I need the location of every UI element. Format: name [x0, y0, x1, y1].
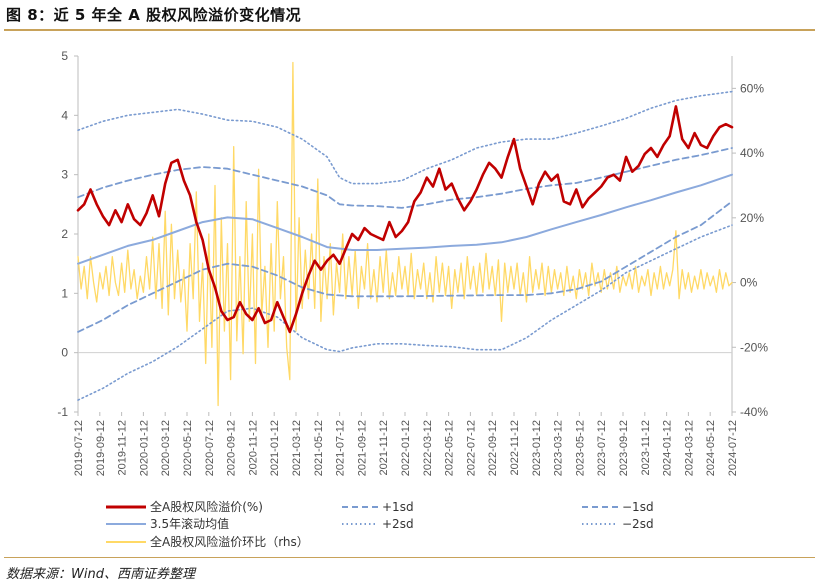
x-tick-label: 2020-09-12: [226, 420, 238, 476]
x-tick-label: 2022-01-12: [400, 420, 412, 476]
legend-label-plus2sd: +2sd: [382, 517, 414, 531]
x-tick-label: 2021-11-12: [378, 420, 390, 475]
legend-label-mom: 全A股权风险溢价环比（rhs）: [150, 534, 309, 549]
x-tick-label: 2020-11-12: [247, 420, 259, 475]
x-tick-label: 2024-05-12: [705, 420, 717, 476]
right-tick-label: -40%: [740, 405, 768, 419]
x-tick-label: 2024-07-12: [727, 420, 739, 476]
x-tick-label: 2023-03-12: [553, 420, 565, 476]
legend-label-erp: 全A股权风险溢价(%): [150, 499, 263, 514]
x-tick-label: 2019-07-12: [73, 420, 85, 476]
series-plus2sd: [77, 90, 733, 185]
x-tick-label: 2023-01-12: [531, 420, 543, 476]
chart-title: 图 8：近 5 年全 A 股权风险溢价变化情况: [6, 6, 302, 24]
x-tick-label: 2020-03-12: [160, 420, 172, 476]
x-tick-label: 2024-03-12: [683, 420, 695, 476]
x-tick-label: 2021-05-12: [313, 420, 325, 476]
series-erp: [76, 105, 734, 334]
x-tick-label: 2023-11-12: [640, 420, 652, 475]
series-mom: [77, 61, 733, 407]
legend-label-minus1sd: −1sd: [622, 500, 654, 514]
series-minus2sd: [77, 224, 733, 401]
left-tick-label: 0: [61, 346, 68, 360]
x-tick-label: 2022-11-12: [509, 420, 521, 475]
x-tick-label: 2021-09-12: [356, 420, 368, 476]
x-tick-label: 2023-09-12: [618, 420, 630, 476]
right-tick-label: 20%: [740, 211, 764, 225]
legend-label-mean: 3.5年滚动均值: [150, 516, 229, 531]
x-tick-label: 2019-09-12: [95, 420, 107, 476]
x-tick-label: 2020-05-12: [182, 420, 194, 476]
x-tick-label: 2020-01-12: [138, 420, 150, 476]
x-tick-label: 2023-05-12: [574, 420, 586, 476]
right-tick-label: 0%: [740, 276, 758, 290]
x-tick-label: 2019-11-12: [117, 420, 129, 475]
source-note: 数据来源：Wind、西南证券整理: [6, 567, 195, 582]
x-tick-label: 2021-03-12: [291, 420, 303, 476]
legend: 全A股权风险溢价(%) +1sd −1sd 3.5年滚动均值 +2sd −2sd…: [106, 499, 654, 549]
legend-label-minus2sd: −2sd: [622, 517, 654, 531]
right-tick-label: -20%: [740, 340, 768, 354]
x-tick-label: 2023-07-12: [596, 420, 608, 476]
x-tick-label: 2021-01-12: [269, 420, 281, 476]
title-divider: [4, 29, 815, 31]
x-tick-label: 2021-07-12: [335, 420, 347, 476]
x-tick-label: 2020-07-12: [204, 420, 216, 476]
left-tick-label: 1: [61, 286, 68, 300]
x-tick-label: 2024-01-12: [662, 420, 674, 476]
x-tick-label: 2022-07-12: [465, 420, 477, 476]
right-tick-label: 40%: [740, 146, 764, 160]
series-minus1sd: [77, 200, 733, 333]
x-tick-label: 2022-03-12: [422, 420, 434, 476]
right-tick-label: 60%: [740, 81, 764, 95]
axes: -1 0 1 2 3 4 5 -40% -20% 0% 20% 40% 60%: [57, 49, 768, 419]
left-tick-label: -1: [57, 405, 68, 419]
x-axis-ticks: 2019-07-12 2019-09-12 2019-11-12 2020-01-12…: [73, 412, 739, 476]
x-tick-label: 2022-05-12: [444, 420, 456, 476]
left-tick-label: 2: [61, 227, 68, 241]
left-tick-label: 5: [61, 49, 68, 63]
left-tick-label: 4: [61, 108, 68, 122]
footer-divider: [4, 557, 815, 558]
left-tick-label: 3: [61, 168, 68, 182]
x-tick-label: 2022-09-12: [487, 420, 499, 476]
series-layer: [76, 61, 734, 407]
series-mean: [77, 173, 733, 265]
series-plus1sd: [77, 147, 733, 209]
legend-label-plus1sd: +1sd: [382, 500, 414, 514]
